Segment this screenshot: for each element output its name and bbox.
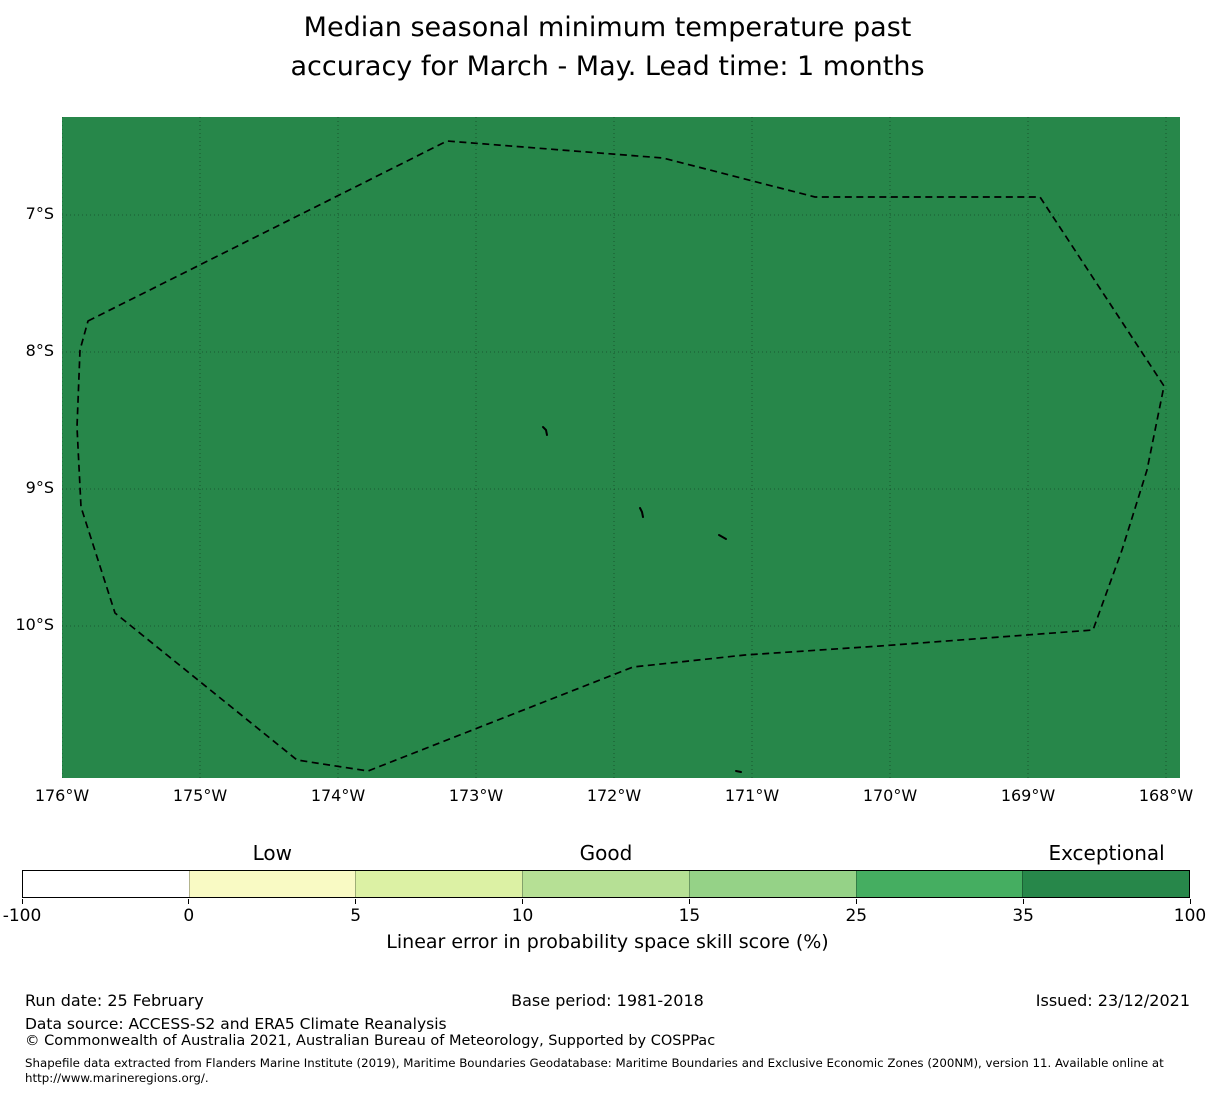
x-tick-label: 171°W — [724, 786, 780, 805]
shapefile-note-line2: http://www.marineregions.org/. — [25, 1071, 209, 1085]
island-mark — [718, 534, 727, 540]
colorbar-categories: Low Good Exceptional — [22, 841, 1190, 867]
y-tick-label: 8°S — [25, 341, 54, 360]
colorbar-tick — [855, 899, 857, 904]
colorbar-axis-label: Linear error in probability space skill … — [386, 931, 829, 953]
y-tick-label: 7°S — [25, 204, 54, 223]
x-tick-label: 170°W — [862, 786, 918, 805]
map-svg — [62, 117, 1180, 778]
colorbar-segment — [23, 871, 189, 897]
island-mark — [639, 507, 644, 518]
colorbar-category-label: Exceptional — [1048, 841, 1165, 865]
chart-title: Median seasonal minimum temperature past… — [0, 8, 1215, 86]
y-axis-labels: 7°S 8°S 9°S 10°S — [0, 0, 56, 1095]
x-tick-label: 169°W — [1000, 786, 1056, 805]
colorbar-tick-label: 5 — [350, 906, 362, 926]
island-mark — [542, 426, 548, 436]
colorbar-tick — [355, 899, 357, 904]
colorbar-tick-label: 0 — [183, 906, 195, 926]
colorbar-category-label: Low — [252, 841, 292, 865]
y-tick-label: 10°S — [15, 615, 54, 634]
colorbar-segment — [1022, 871, 1190, 897]
colorbar — [22, 870, 1190, 898]
colorbar-tick-label: 10 — [511, 906, 534, 926]
x-tick-label: 174°W — [310, 786, 366, 805]
data-source-text: Data source: ACCESS-S2 and ERA5 Climate … — [25, 1015, 447, 1033]
colorbar-segment — [855, 871, 1023, 897]
x-axis-labels: 176°W 175°W 174°W 173°W 172°W 171°W 170°W 169°W… — [0, 786, 1215, 808]
colorbar-tick — [188, 899, 190, 904]
y-tick-label: 9°S — [25, 478, 54, 497]
chart-title-line2: accuracy for March - May. Lead time: 1 m… — [290, 51, 925, 82]
colorbar-segment — [355, 871, 523, 897]
colorbar-tick-label: 25 — [845, 906, 868, 926]
colorbar-tick-label: 15 — [678, 906, 701, 926]
eez-boundary-dashed — [76, 140, 1165, 772]
issued-date-text: Issued: 23/12/2021 — [1035, 991, 1190, 1010]
colorbar-segment — [688, 871, 856, 897]
colorbar-tick — [1189, 899, 1191, 904]
chart-title-line1: Median seasonal minimum temperature past — [303, 12, 912, 43]
colorbar-category-label: Good — [579, 841, 633, 865]
x-tick-label: 176°W — [34, 786, 90, 805]
x-tick-label: 175°W — [172, 786, 228, 805]
x-tick-label: 172°W — [586, 786, 642, 805]
colorbar-segment — [522, 871, 689, 897]
colorbar-segment — [188, 871, 356, 897]
colorbar-tick-label: 100 — [1173, 906, 1207, 926]
copyright-text: © Commonwealth of Australia 2021, Austra… — [25, 1033, 716, 1049]
map-area — [62, 117, 1180, 778]
colorbar-tick — [688, 899, 690, 904]
base-period-text: Base period: 1981-2018 — [511, 991, 704, 1010]
colorbar-tick-label: 35 — [1012, 906, 1034, 926]
island-mark — [735, 770, 742, 773]
run-date-text: Run date: 25 February — [25, 991, 204, 1010]
x-tick-label: 168°W — [1138, 786, 1194, 805]
x-tick-label: 173°W — [448, 786, 504, 805]
colorbar-tick — [1022, 899, 1024, 904]
shapefile-note-line1: Shapefile data extracted from Flanders M… — [25, 1056, 1164, 1070]
colorbar-tick — [522, 899, 524, 904]
